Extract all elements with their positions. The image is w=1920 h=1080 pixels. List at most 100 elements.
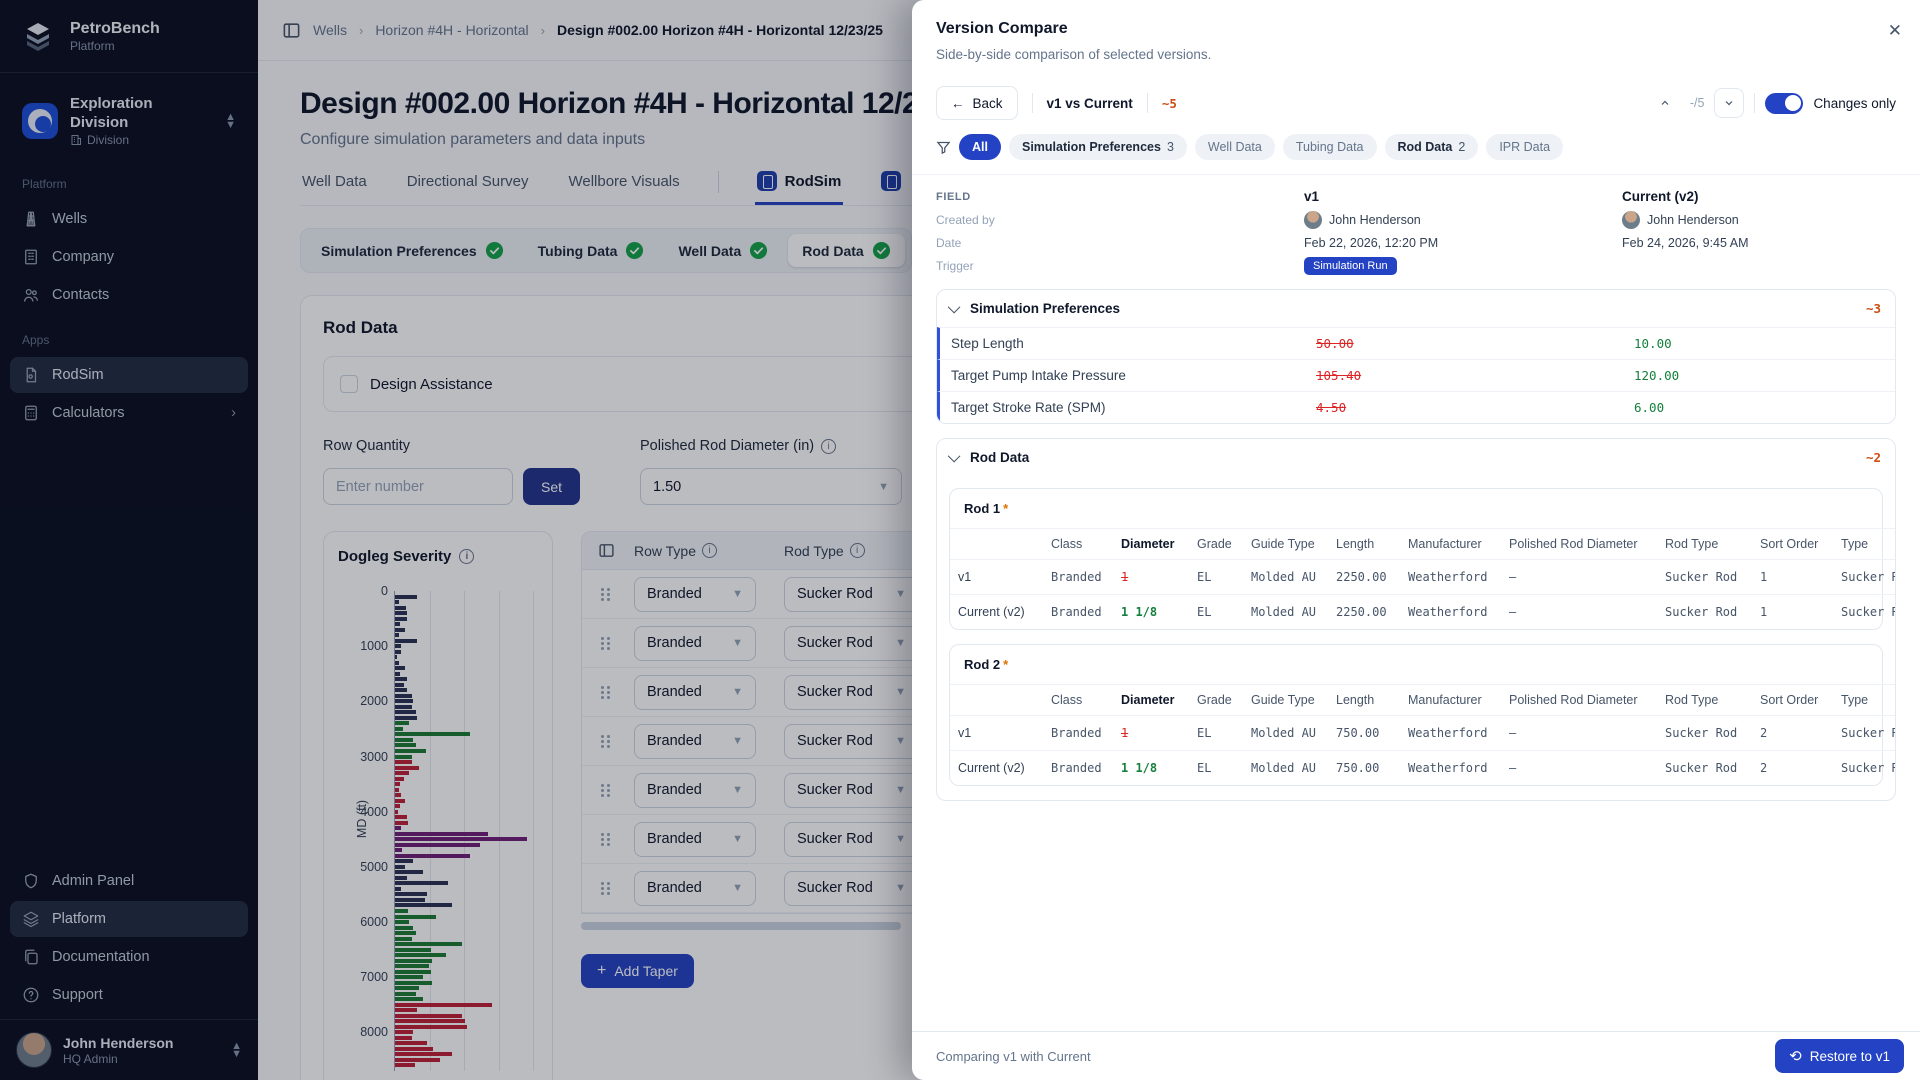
cell: 2 xyxy=(1752,716,1833,751)
close-icon[interactable]: ✕ xyxy=(1888,22,1902,39)
filter-pill-tubing-data[interactable]: Tubing Data xyxy=(1283,134,1377,160)
cell: Sucker Rod xyxy=(1657,716,1752,751)
cell: EL xyxy=(1189,751,1243,786)
next-change-button[interactable] xyxy=(1714,88,1744,118)
panel-subtitle: Side-by-side comparison of selected vers… xyxy=(936,47,1896,62)
compare-versions-label: v1 vs Current xyxy=(1047,96,1133,111)
version-row-label: Current (v2) xyxy=(950,595,1043,630)
date-label: Date xyxy=(936,236,1304,250)
changes-only-toggle[interactable] xyxy=(1765,93,1803,114)
version-row-label: v1 xyxy=(950,560,1043,595)
created-by-v1: John Henderson xyxy=(1304,211,1622,229)
cell: Branded xyxy=(1043,751,1113,786)
chevron-down-icon xyxy=(1723,97,1735,109)
diff-old-value: 50.00 xyxy=(1316,336,1634,351)
changed-asterisk: * xyxy=(1003,657,1008,672)
cell: Sucker Rod xyxy=(1657,751,1752,786)
column-header: Rod Type xyxy=(1657,685,1752,716)
rod-diff-row-new: Current (v2)Branded1 1/8ELMolded AU750.0… xyxy=(950,751,1896,786)
diff-old-value: 4.50 xyxy=(1316,400,1634,415)
restore-icon: ⟲ xyxy=(1789,1049,1802,1064)
avatar xyxy=(1622,211,1640,229)
column-header: Rod Type xyxy=(1657,529,1752,560)
filter-pill-simulation-preferences[interactable]: Simulation Preferences3 xyxy=(1009,134,1187,160)
cell: Weatherford xyxy=(1400,751,1501,786)
column-header: Polished Rod Diameter xyxy=(1501,529,1657,560)
column-header: Guide Type xyxy=(1243,685,1328,716)
rod-diff-row-new: Current (v2)Branded1 1/8ELMolded AU2250.… xyxy=(950,595,1896,630)
diff-new-value: 10.00 xyxy=(1634,336,1895,351)
column-header xyxy=(950,529,1043,560)
column-header: Length xyxy=(1328,529,1400,560)
v2-column-header: Current (v2) xyxy=(1622,189,1896,204)
filter-pill-all[interactable]: All xyxy=(959,134,1001,160)
cell: Molded AU xyxy=(1243,560,1328,595)
change-nav-counter: -/5 xyxy=(1690,96,1705,110)
cell: Weatherford xyxy=(1400,595,1501,630)
cell: Branded xyxy=(1043,595,1113,630)
cell: 1 1/8 xyxy=(1113,751,1189,786)
cell: 2250.00 xyxy=(1328,595,1400,630)
diff-new-value: 6.00 xyxy=(1634,400,1895,415)
previous-change-button[interactable] xyxy=(1650,88,1680,118)
cell: 1 xyxy=(1752,560,1833,595)
diff-field-label: Target Pump Intake Pressure xyxy=(951,368,1316,383)
date-v2: Feb 24, 2026, 9:45 AM xyxy=(1622,236,1896,250)
version-row-label: v1 xyxy=(950,716,1043,751)
panel-title: Version Compare xyxy=(936,20,1896,38)
rod-diff-title: Rod 2* xyxy=(950,645,1882,684)
cell: Molded AU xyxy=(1243,595,1328,630)
cell: EL xyxy=(1189,716,1243,751)
date-v1: Feb 22, 2026, 12:20 PM xyxy=(1304,236,1622,250)
avatar xyxy=(1304,211,1322,229)
cell: 750.00 xyxy=(1328,751,1400,786)
cell: Sucker Rod xyxy=(1833,595,1896,630)
version-row-label: Current (v2) xyxy=(950,751,1043,786)
compare-toolbar: ← Back v1 vs Current ~5 -/5 Changes only xyxy=(912,76,1920,132)
filter-funnel-icon xyxy=(936,140,951,155)
column-header: Grade xyxy=(1189,529,1243,560)
filter-pill-well-data[interactable]: Well Data xyxy=(1195,134,1275,160)
column-header: Class xyxy=(1043,685,1113,716)
rod-diff-table: ClassDiameterGradeGuide TypeLengthManufa… xyxy=(950,684,1896,785)
simulation-run-badge: Simulation Run xyxy=(1304,257,1397,275)
column-header: Length xyxy=(1328,685,1400,716)
column-header: Class xyxy=(1043,529,1113,560)
cell: 1 1/8 xyxy=(1113,595,1189,630)
chevron-down-icon xyxy=(948,450,961,463)
column-header xyxy=(950,685,1043,716)
section-header[interactable]: Simulation Preferences ~3 xyxy=(937,290,1895,327)
cell: 1 xyxy=(1113,560,1189,595)
column-header: Grade xyxy=(1189,685,1243,716)
compare-content: FIELD v1 Current (v2) Created by John He… xyxy=(912,175,1920,1031)
filter-pill-rod-data[interactable]: Rod Data2 xyxy=(1385,134,1479,160)
cell: Sucker Rod xyxy=(1833,751,1896,786)
panel-footer: Comparing v1 with Current ⟲ Restore to v… xyxy=(912,1031,1920,1080)
section-header[interactable]: Rod Data ~2 xyxy=(937,439,1895,476)
column-header: Sort Order xyxy=(1752,529,1833,560)
section-change-count: ~2 xyxy=(1866,450,1881,465)
column-header: Polished Rod Diameter xyxy=(1501,685,1657,716)
back-button[interactable]: ← Back xyxy=(936,86,1018,120)
rod-diff-row-old: v1Branded1ELMolded AU750.00Weatherford–S… xyxy=(950,716,1896,751)
simulation-preferences-section: Simulation Preferences ~3 Step Length50.… xyxy=(936,289,1896,424)
filter-pill-ipr-data[interactable]: IPR Data xyxy=(1486,134,1563,160)
rod-diff-row-old: v1Branded1ELMolded AU2250.00Weatherford–… xyxy=(950,560,1896,595)
cell: EL xyxy=(1189,595,1243,630)
chevron-up-icon xyxy=(1659,97,1671,109)
diff-row-target-pump-intake-pressure: Target Pump Intake Pressure105.40120.00 xyxy=(937,359,1895,391)
column-header: Type xyxy=(1833,685,1896,716)
cell: 2250.00 xyxy=(1328,560,1400,595)
rod-diff-table: ClassDiameterGradeGuide TypeLengthManufa… xyxy=(950,528,1896,629)
cell: – xyxy=(1501,560,1657,595)
trigger-v1: Simulation Run xyxy=(1304,257,1622,275)
rod-diff-title: Rod 1* xyxy=(950,489,1882,528)
cell: Sucker Rod xyxy=(1657,595,1752,630)
cell: Sucker Rod xyxy=(1833,560,1896,595)
column-header: Sort Order xyxy=(1752,685,1833,716)
created-by-label: Created by xyxy=(936,213,1304,227)
changed-asterisk: * xyxy=(1003,501,1008,516)
restore-to-v1-button[interactable]: ⟲ Restore to v1 xyxy=(1775,1039,1904,1073)
total-change-count: ~5 xyxy=(1162,96,1177,111)
comparing-status-text: Comparing v1 with Current xyxy=(936,1049,1091,1064)
